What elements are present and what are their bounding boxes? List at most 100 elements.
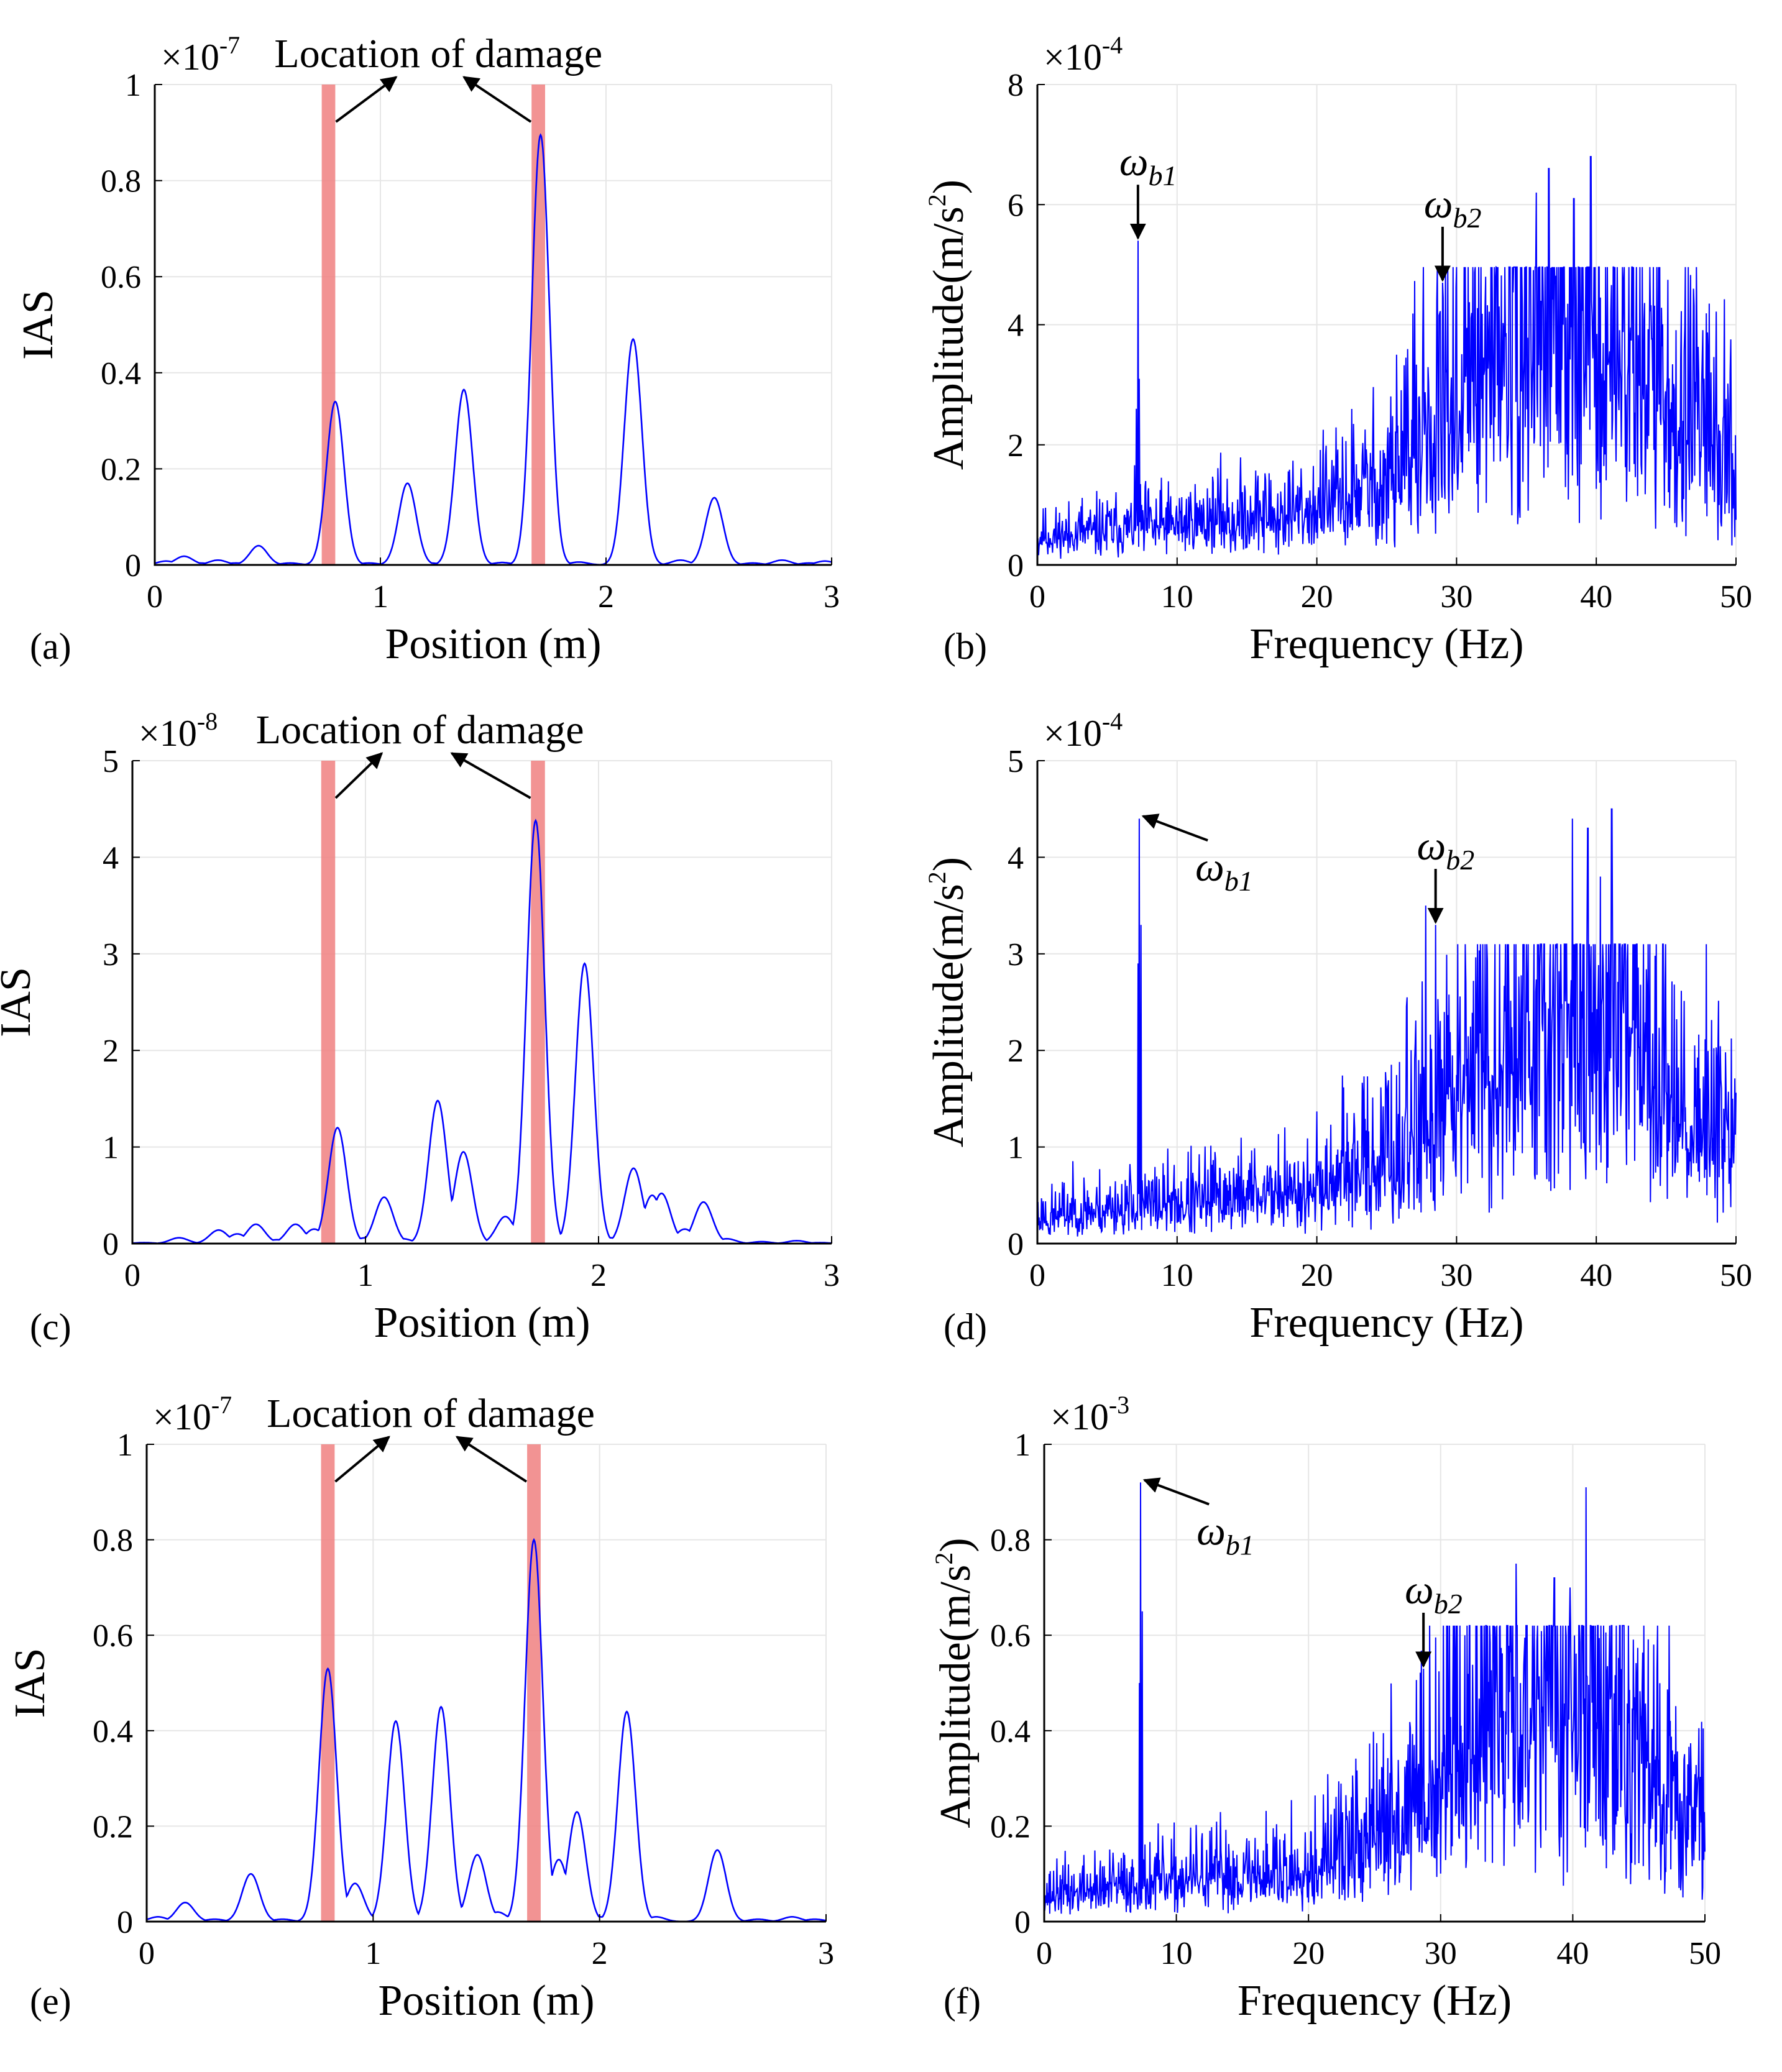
y-tick-label: 1 bbox=[1008, 1130, 1024, 1166]
damage-location-band bbox=[321, 761, 336, 1244]
annotation-arrow bbox=[462, 76, 532, 123]
y-tick-label: 0.4 bbox=[990, 1714, 1031, 1749]
x-tick-label: 10 bbox=[1161, 1258, 1193, 1293]
y-tick-label: 0.6 bbox=[990, 1618, 1031, 1654]
y-tick-label: 0.8 bbox=[990, 1523, 1031, 1559]
x-tick-label: 50 bbox=[1720, 1258, 1752, 1293]
y-axis-label: IAS bbox=[0, 967, 40, 1037]
y-tick-label: 0 bbox=[1008, 548, 1024, 584]
damage-location-band bbox=[527, 1444, 541, 1922]
x-tick-label: 0 bbox=[139, 1936, 155, 1971]
peak-arrow bbox=[1142, 1477, 1210, 1506]
x-tick-label: 2 bbox=[592, 1936, 608, 1971]
panel-label: (e) bbox=[30, 1981, 71, 2022]
x-axis-label: Position (m) bbox=[385, 620, 601, 668]
x-tick-label: 50 bbox=[1720, 579, 1752, 615]
y-axis-label: IAS bbox=[14, 290, 62, 360]
x-tick-label: 20 bbox=[1301, 579, 1333, 615]
x-tick-label: 0 bbox=[124, 1258, 140, 1293]
x-tick-label: 0 bbox=[1029, 1258, 1045, 1293]
y-tick-label: 0 bbox=[103, 1227, 119, 1262]
axes-frame bbox=[131, 761, 832, 1245]
damage-location-annotation: Location of damage bbox=[256, 707, 584, 753]
x-tick-label: 0 bbox=[1036, 1936, 1052, 1971]
chart-panel-b: 0 10 20 30 40 50 0 2 4 6 8 ×10-4 Frequency (Hz) Ampli… bbox=[923, 31, 1752, 668]
y-tick-label: 1 bbox=[125, 68, 141, 103]
x-tick-label: 3 bbox=[824, 1258, 840, 1293]
damage-location-band bbox=[321, 1444, 335, 1922]
data-series-line bbox=[146, 1538, 827, 1923]
peak-arrow bbox=[1141, 814, 1208, 842]
damage-location-band bbox=[321, 85, 336, 565]
chart-panel-a: 0 1 2 3 0 0.2 0.4 0.6 0.8 1 ×10-7 Position (m) IAS (a… bbox=[14, 31, 840, 668]
y-tick-label: 0 bbox=[125, 548, 141, 584]
peak-frequency-label: ωb1 bbox=[1119, 139, 1177, 191]
y-tick-label: 0.8 bbox=[101, 164, 141, 199]
y-tick-label: 6 bbox=[1008, 188, 1024, 223]
x-tick-label: 2 bbox=[598, 579, 614, 615]
y-tick-label: 0 bbox=[117, 1905, 133, 1940]
x-tick-label: 30 bbox=[1440, 579, 1472, 615]
y-axis-label: Amplitude(m/s2) bbox=[923, 857, 973, 1147]
chart-panel-f: 0 10 20 30 40 50 0 0.2 0.4 0.6 0.8 1 ×10-3 Frequency … bbox=[930, 1391, 1721, 2025]
chart-panel-d: 0 10 20 30 40 50 0 1 2 3 4 5 ×10-4 Frequency (Hz) Ampl… bbox=[923, 707, 1752, 1347]
x-tick-label: 0 bbox=[1029, 579, 1045, 615]
data-series-line bbox=[132, 818, 832, 1244]
y-tick-label: 0 bbox=[1008, 1227, 1024, 1262]
y-tick-label: 0.4 bbox=[93, 1714, 133, 1749]
damage-location-annotation: Location of damage bbox=[274, 31, 602, 76]
y-tick-label: 5 bbox=[103, 744, 119, 779]
y-tick-label: 0.4 bbox=[101, 356, 141, 392]
y-axis-label: Amplitude(m/s2) bbox=[930, 1538, 980, 1828]
data-series-line bbox=[1037, 156, 1737, 559]
x-axis-label: Position (m) bbox=[378, 1977, 594, 2025]
y-tick-label: 0.8 bbox=[93, 1523, 133, 1559]
peak-frequency-label: ωb2 bbox=[1424, 181, 1482, 234]
x-tick-label: 3 bbox=[824, 579, 840, 615]
axis-multiplier: ×10-7 bbox=[161, 31, 240, 78]
y-tick-label: 0 bbox=[1014, 1905, 1031, 1940]
peak-frequency-label: ωb1 bbox=[1196, 1508, 1254, 1561]
axis-multiplier: ×10-4 bbox=[1044, 31, 1123, 78]
y-tick-label: 5 bbox=[1008, 744, 1024, 779]
y-axis-label: IAS bbox=[6, 1648, 54, 1718]
y-tick-label: 2 bbox=[103, 1034, 119, 1069]
x-tick-label: 30 bbox=[1440, 1258, 1472, 1293]
data-series-line bbox=[154, 133, 832, 566]
y-tick-label: 4 bbox=[1008, 840, 1024, 876]
y-tick-label: 4 bbox=[103, 840, 119, 876]
x-axis-label: Frequency (Hz) bbox=[1249, 1299, 1523, 1347]
x-tick-label: 1 bbox=[357, 1258, 374, 1293]
axes-frame bbox=[154, 85, 832, 566]
x-tick-label: 40 bbox=[1580, 579, 1612, 615]
x-tick-label: 40 bbox=[1556, 1936, 1589, 1971]
axis-multiplier: ×10-4 bbox=[1044, 707, 1123, 754]
x-tick-label: 1 bbox=[365, 1936, 381, 1971]
y-tick-label: 1 bbox=[1014, 1428, 1031, 1463]
x-tick-label: 3 bbox=[818, 1936, 834, 1971]
peak-frequency-label: ωb2 bbox=[1405, 1567, 1463, 1620]
x-tick-label: 50 bbox=[1689, 1936, 1721, 1971]
data-series-line bbox=[1044, 1482, 1706, 1915]
y-tick-label: 0.6 bbox=[101, 260, 141, 295]
y-tick-label: 0.2 bbox=[990, 1809, 1031, 1845]
data-series-line bbox=[1037, 808, 1737, 1237]
x-tick-label: 1 bbox=[372, 579, 388, 615]
y-tick-label: 0.2 bbox=[101, 452, 141, 487]
y-tick-label: 1 bbox=[103, 1130, 119, 1166]
x-tick-label: 30 bbox=[1425, 1936, 1457, 1971]
y-tick-label: 2 bbox=[1008, 1034, 1024, 1069]
axes-frame bbox=[1036, 761, 1736, 1245]
x-axis-label: Frequency (Hz) bbox=[1249, 620, 1523, 668]
annotation-arrow bbox=[334, 1436, 390, 1483]
x-axis-label: Frequency (Hz) bbox=[1238, 1977, 1512, 2025]
axis-multiplier: ×10-7 bbox=[153, 1391, 232, 1437]
x-tick-label: 2 bbox=[590, 1258, 607, 1293]
y-tick-label: 4 bbox=[1008, 308, 1024, 344]
x-tick-label: 10 bbox=[1160, 1936, 1193, 1971]
x-tick-label: 20 bbox=[1292, 1936, 1325, 1971]
x-tick-label: 20 bbox=[1301, 1258, 1333, 1293]
y-tick-label: 3 bbox=[103, 937, 119, 973]
chart-panel-c: 0 1 2 3 0 1 2 3 4 5 ×10-8 Position (m) IAS (c) Locatio… bbox=[0, 707, 840, 1347]
